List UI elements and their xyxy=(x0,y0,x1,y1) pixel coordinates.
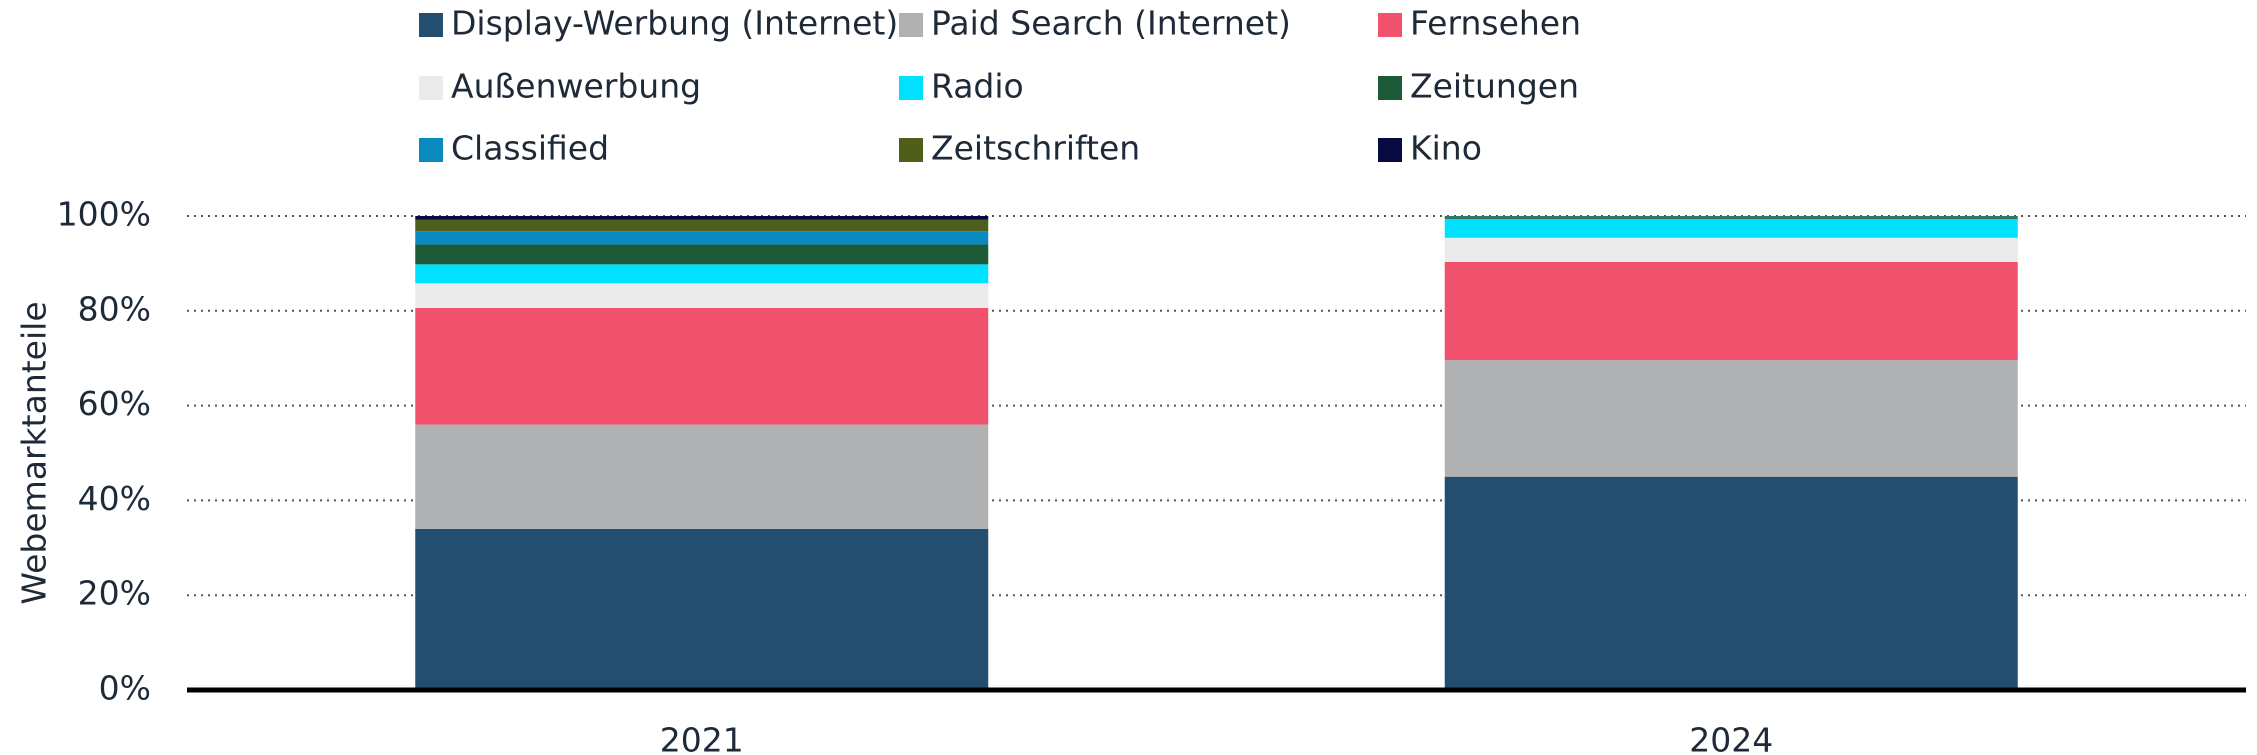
legend-swatch xyxy=(899,138,923,162)
legend-label: Paid Search (Internet) xyxy=(931,4,1291,43)
bar-segment xyxy=(415,307,989,425)
y-tick-label: 40% xyxy=(78,479,151,518)
legend-swatch xyxy=(1378,138,1402,162)
x-tick-label: 2021 xyxy=(660,721,744,755)
legend-label: Display-Werbung (Internet) xyxy=(451,4,898,43)
legend-swatch xyxy=(899,76,923,100)
legend-swatch xyxy=(419,138,443,162)
y-tick-label: 80% xyxy=(78,289,151,328)
bar-segment xyxy=(415,216,989,220)
bar-segment xyxy=(415,219,989,232)
y-tick-label: 20% xyxy=(78,574,151,613)
bar-segment xyxy=(1444,360,2018,477)
legend-swatch xyxy=(899,13,923,37)
legend-swatch xyxy=(419,13,443,37)
legend-label: Zeitschriften xyxy=(931,129,1140,168)
bar-segment xyxy=(415,231,989,245)
bar-segment xyxy=(1444,476,2018,690)
legend-label: Radio xyxy=(931,67,1024,106)
bar-segment xyxy=(415,424,989,529)
legend-label: Zeitungen xyxy=(1410,67,1579,106)
bar-segment xyxy=(415,244,989,265)
y-tick-label: 0% xyxy=(99,669,151,708)
legend-label: Fernsehen xyxy=(1410,4,1581,43)
legend-swatch xyxy=(419,76,443,100)
bar-segment xyxy=(415,528,989,690)
x-tick-label: 2024 xyxy=(1689,721,1773,755)
bar-segment xyxy=(1444,217,2018,219)
legend-label: Classified xyxy=(451,129,609,168)
bar-segment xyxy=(415,264,989,284)
legend-label: Außenwerbung xyxy=(451,67,701,106)
bar-segment xyxy=(415,283,989,308)
bar-segment xyxy=(1444,237,2018,262)
legend-swatch xyxy=(1378,76,1402,100)
y-tick-label: 100% xyxy=(57,195,151,234)
bar-segment xyxy=(1444,216,2018,218)
bar-segment xyxy=(1444,218,2018,238)
bar-segment xyxy=(1444,261,2018,361)
y-tick-label: 60% xyxy=(78,384,151,423)
y-axis-label: Webemarktanteile xyxy=(15,301,54,604)
legend-swatch xyxy=(1378,13,1402,37)
legend-label: Kino xyxy=(1410,129,1482,168)
